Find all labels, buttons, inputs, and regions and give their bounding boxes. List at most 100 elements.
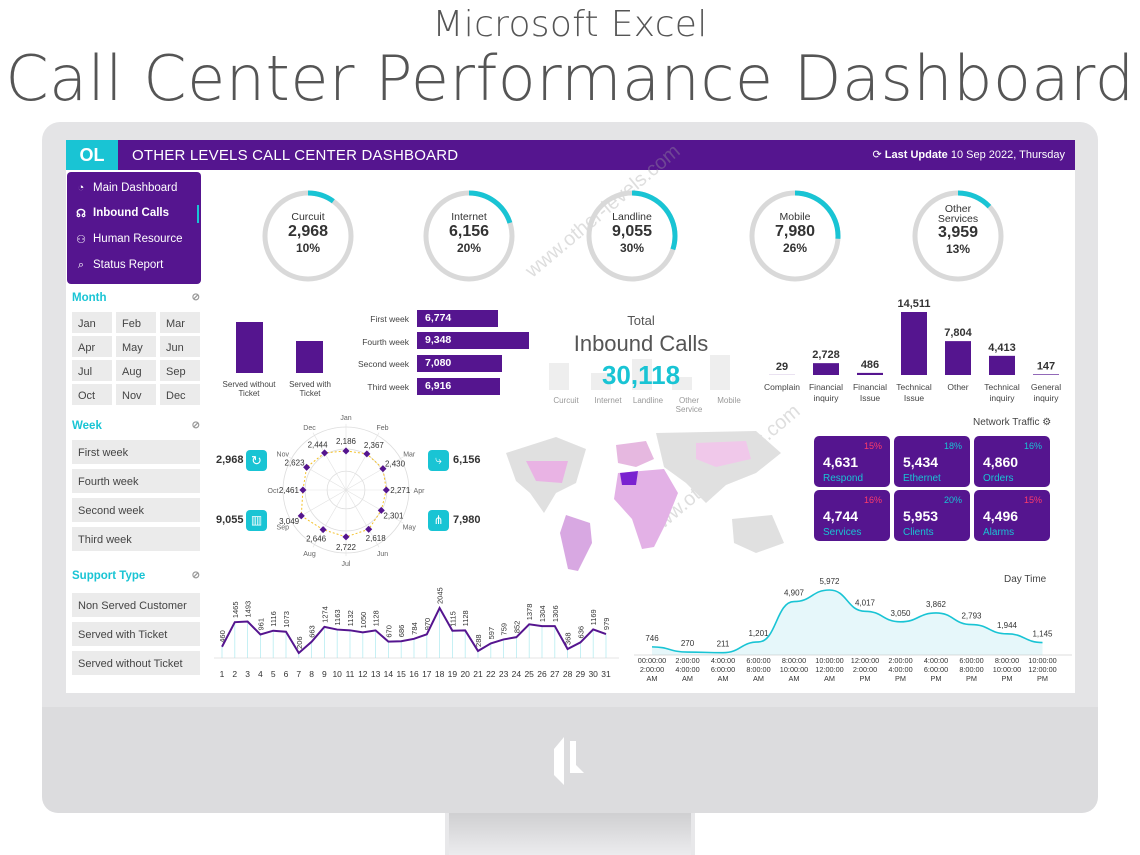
request-category-label: Financial	[809, 382, 843, 392]
daytime-value-label: 270	[681, 639, 695, 648]
radar-spoke	[345, 489, 380, 548]
sidebar-item-human-resource[interactable]: ⚇ Human Resource	[75, 229, 182, 249]
daytime-cat-label: 10:00:00	[780, 665, 808, 674]
refresh-icon[interactable]: ⟳	[872, 149, 882, 161]
radar-value-label: 2,301	[383, 511, 404, 520]
kpi-value: 5,953	[903, 508, 939, 524]
month-jun[interactable]: Jun	[160, 336, 200, 357]
kpi-percent: 15%	[863, 441, 882, 451]
radar-point	[303, 463, 311, 471]
week-first[interactable]: First week	[72, 440, 200, 464]
flow-icon: ⤷	[428, 450, 449, 471]
usa	[526, 461, 568, 483]
radar-point	[342, 533, 350, 541]
support-served-without-ticket[interactable]: Served without Ticket	[72, 651, 200, 675]
daily-value-label: 206	[295, 636, 304, 649]
radar-value-label: 2,461	[279, 486, 300, 495]
week-bar-label: First week	[370, 314, 409, 324]
sidebar-item-inbound-calls[interactable]: ☊ Inbound Calls	[75, 203, 169, 223]
ring-chart	[423, 190, 515, 282]
month-jan[interactable]: Jan	[72, 312, 112, 333]
daily-value-label: 288	[474, 634, 483, 647]
daily-value-label: 1116	[269, 611, 278, 627]
request-bar	[857, 372, 883, 375]
clear-filter-icon[interactable]: ⊘	[191, 420, 200, 431]
sidebar-nav: ◔ Main Dashboard ☊ Inbound Calls ⚇ Human Re…	[67, 172, 201, 284]
kpi-name: Orders	[983, 473, 1014, 484]
month-dec[interactable]: Dec	[160, 384, 200, 405]
clear-filter-icon[interactable]: ⊘	[191, 292, 200, 303]
week-third[interactable]: Third week	[72, 527, 200, 551]
month-jul[interactable]: Jul	[72, 360, 112, 381]
daytime-value-label: 3,050	[890, 609, 911, 618]
month-nov[interactable]: Nov	[116, 384, 156, 405]
request-value-label: 14,511	[897, 298, 930, 310]
ring-label: Curcuit	[291, 211, 325, 223]
support-non-served[interactable]: Non Served Customer	[72, 593, 200, 617]
kpi-value: 4,496	[983, 508, 1019, 524]
week-second[interactable]: Second week	[72, 498, 200, 522]
daytime-value-label: 2,793	[961, 612, 982, 621]
daily-day-label: 5	[271, 669, 276, 679]
request-category-label: Financial	[853, 382, 887, 392]
daytime-cat-label: 12:00:00	[1028, 665, 1056, 674]
daily-day-label: 18	[435, 669, 445, 679]
month-oct[interactable]: Oct	[72, 384, 112, 405]
month-mar[interactable]: Mar	[160, 312, 200, 333]
ring-label: Other Services	[937, 203, 979, 225]
ring-percent: 30%	[619, 241, 645, 255]
nav-label: Main Dashboard	[93, 182, 178, 194]
headset-icon: ☊	[76, 207, 86, 220]
month-sep[interactable]: Sep	[160, 360, 200, 381]
week-fourth[interactable]: Fourth week	[72, 469, 200, 493]
kpi-percent: 15%	[1023, 495, 1042, 505]
monitor-chin	[42, 707, 1098, 813]
total-sublabel: Inbound Calls	[573, 331, 709, 356]
bar-served-without-ticket	[236, 322, 263, 373]
radar-value-label: 3,049	[279, 517, 300, 526]
month-feb[interactable]: Feb	[116, 312, 156, 333]
total-value: 30,118	[601, 360, 681, 390]
radar-spoke	[345, 456, 404, 491]
sidebar-item-main-dashboard[interactable]: ◔ Main Dashboard	[75, 178, 178, 198]
month-aug[interactable]: Aug	[116, 360, 156, 381]
daytime-title: Day Time	[1004, 574, 1047, 585]
kpi-tile-respond[interactable]: 4,631 Respond 15%	[814, 436, 890, 487]
daytime-cat-label: 8:00:00	[782, 656, 806, 665]
radar-point	[299, 486, 307, 494]
daily-value-label: 663	[308, 625, 317, 638]
kpi-percent: 18%	[943, 441, 962, 451]
daytime-cat-label: 2:00:00	[853, 665, 877, 674]
kpi-name: Ethernet	[903, 473, 941, 484]
sidebar-item-status-report[interactable]: ⌕ Status Report	[75, 255, 163, 275]
daytime-value-label: 1,145	[1032, 630, 1053, 639]
daily-day-label: 20	[460, 669, 470, 679]
support-served-with-ticket[interactable]: Served with Ticket	[72, 622, 200, 646]
radar-month-label: Sep	[277, 525, 290, 532]
daily-value-label: 961	[256, 618, 265, 631]
monthly-radar-chart: Jan Feb Mar Apr May Jun Jul Aug Sep Oct Nov Dec 2,18…	[268, 415, 426, 568]
kpi-tile-ethernet[interactable]: 5,434 Ethernet 18%	[894, 436, 970, 487]
radar-point	[363, 450, 371, 458]
kpi-tile-alarms[interactable]: 4,496 Alarms 15%	[974, 490, 1050, 541]
month-apr[interactable]: Apr	[72, 336, 112, 357]
kpi-tile-services[interactable]: 4,744 Services 16%	[814, 490, 890, 541]
daytime-cat-label: 4:00:00	[711, 656, 735, 665]
request-category-label: Technical	[984, 382, 1020, 392]
daily-day-label: 4	[258, 669, 263, 679]
daytime-cat-label: 8:00:00	[959, 665, 983, 674]
month-may[interactable]: May	[116, 336, 156, 357]
daily-day-label: 27	[550, 669, 560, 679]
dashboard-title: OTHER LEVELS CALL CENTER DASHBOARD	[132, 147, 459, 164]
kpi-tile-orders[interactable]: 4,860 Orders 16%	[974, 436, 1050, 487]
ring-text: Mobile 7,980 26%	[747, 211, 843, 255]
daily-value-label: 2045	[436, 587, 445, 604]
daytime-value-label: 746	[645, 634, 659, 643]
request-category-label: Technical	[896, 382, 932, 392]
ring-label: Internet	[451, 211, 487, 223]
kpi-tile-clients[interactable]: 5,953 Clients 20%	[894, 490, 970, 541]
europe	[616, 441, 654, 467]
clear-filter-icon[interactable]: ⊘	[191, 570, 200, 581]
world-map	[506, 431, 784, 571]
ring-value: 2,968	[287, 223, 329, 240]
